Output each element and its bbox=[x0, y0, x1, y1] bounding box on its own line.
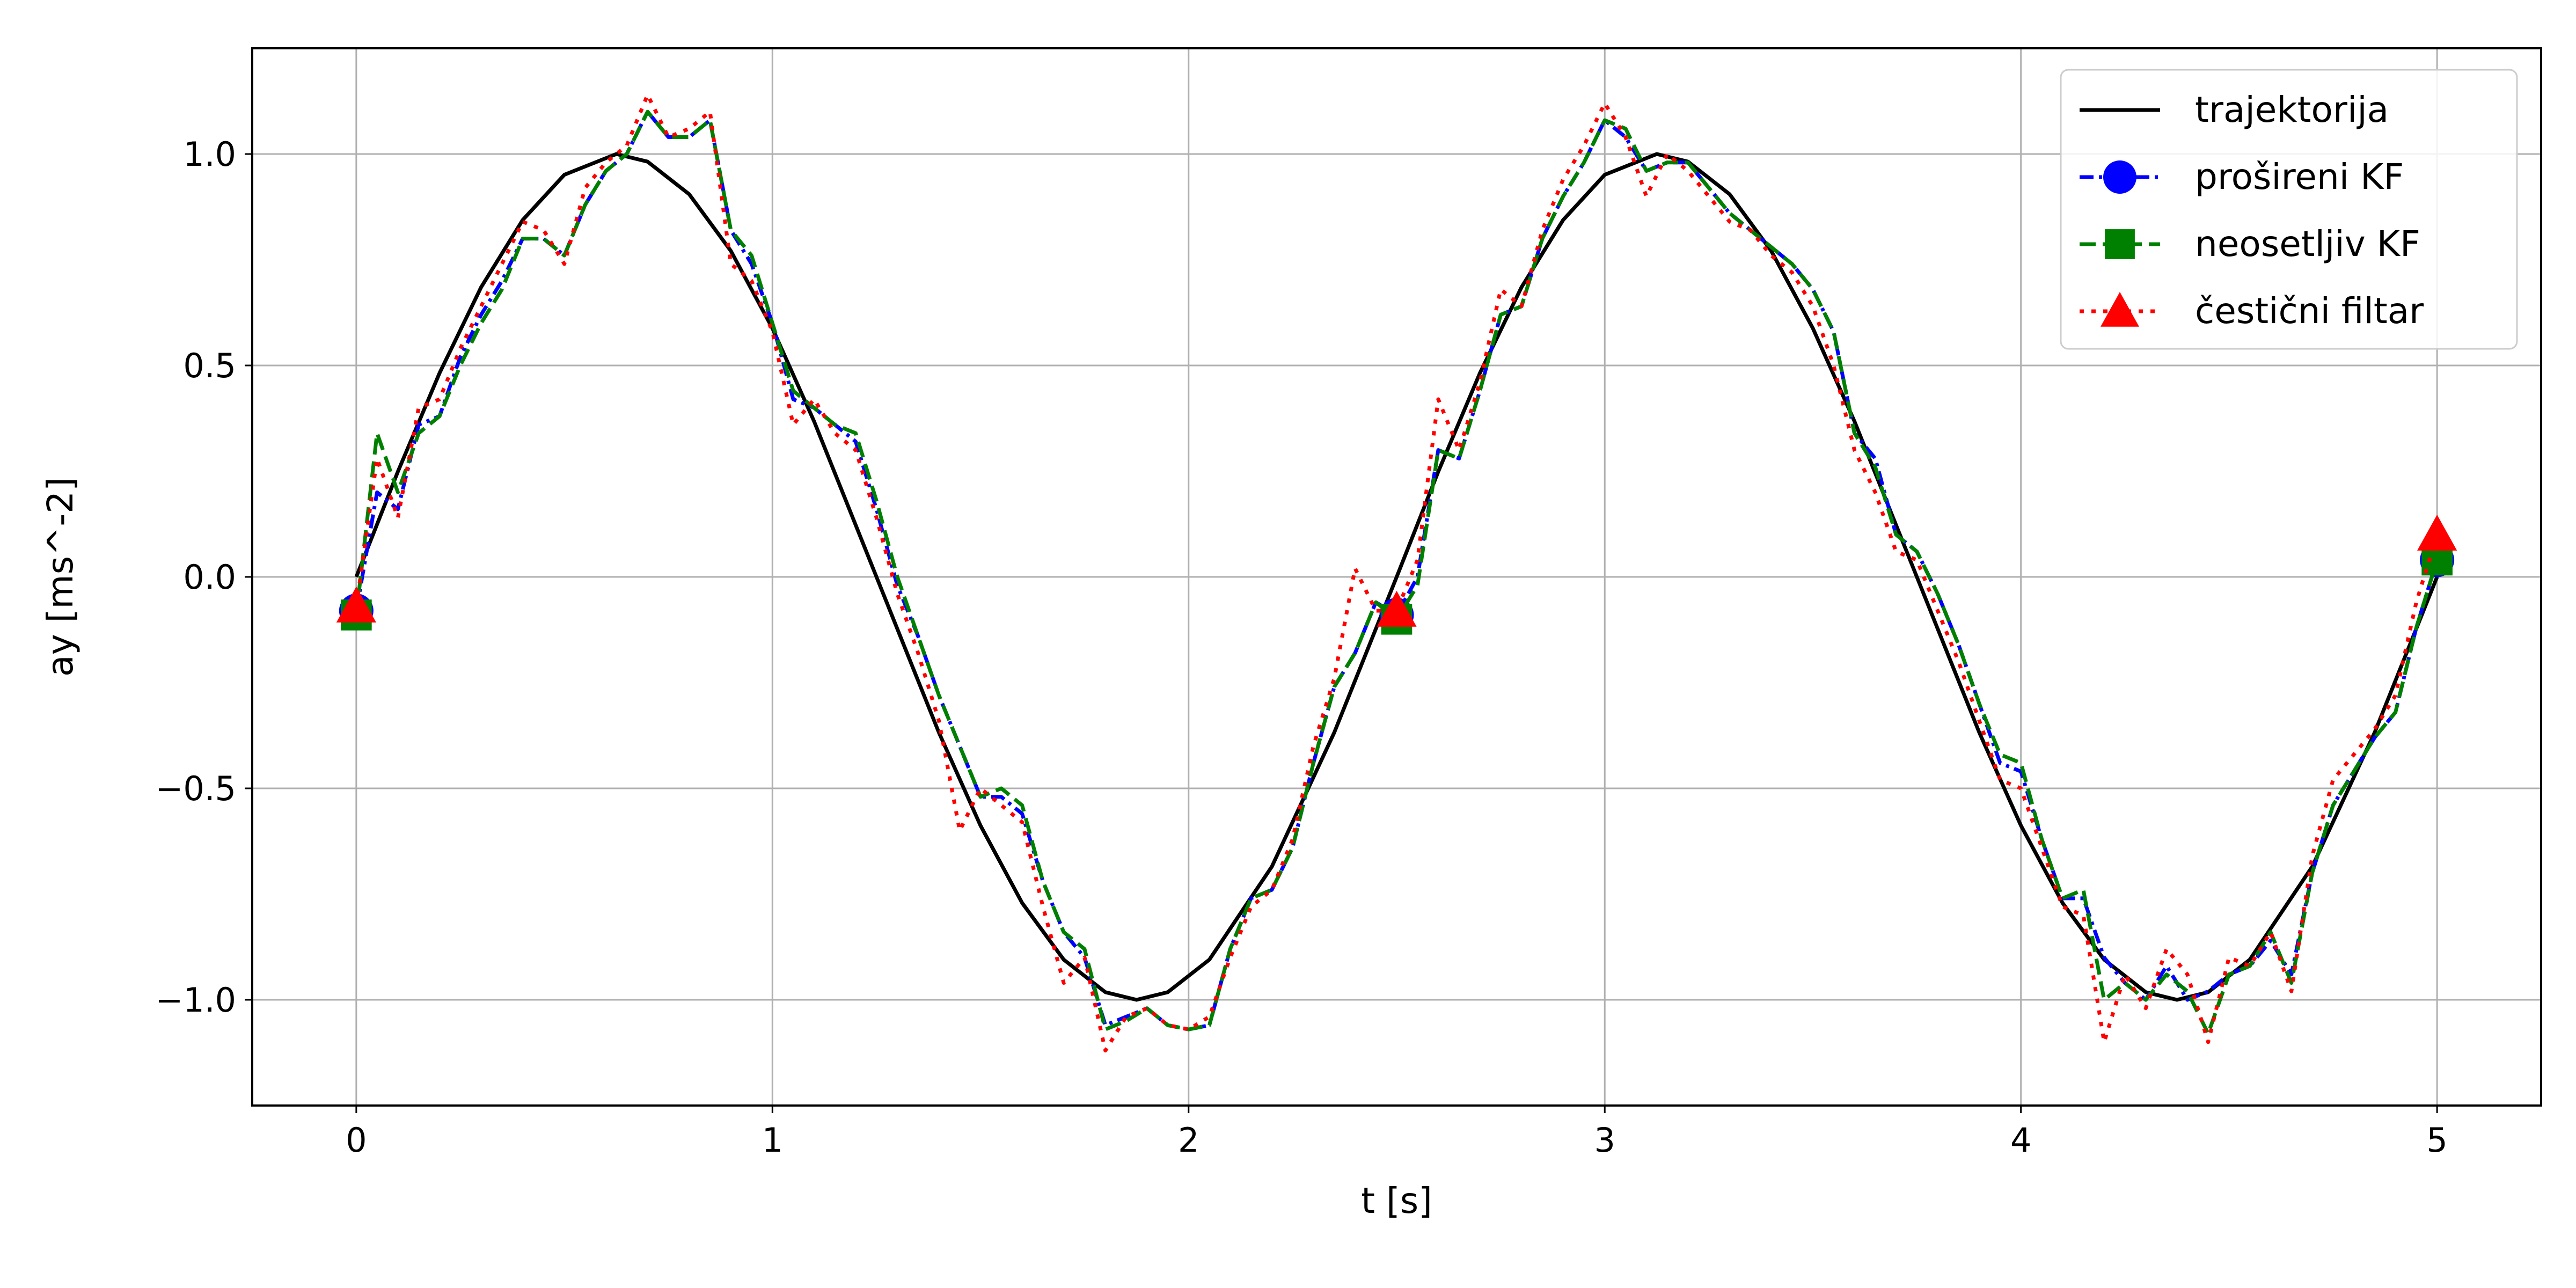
y-axis-label: ay [ms^-2] bbox=[40, 477, 81, 677]
legend-label: čestični filtar bbox=[2195, 290, 2424, 332]
legend-marker bbox=[2105, 229, 2135, 259]
series-layer bbox=[336, 93, 2457, 1053]
legend-label: prošireni KF bbox=[2195, 156, 2404, 197]
x-axis-label: t [s] bbox=[1361, 1180, 1432, 1221]
x-tick-label: 1 bbox=[762, 1121, 783, 1160]
x-tick-label: 0 bbox=[346, 1121, 367, 1160]
series-line bbox=[354, 93, 2439, 1053]
x-tick-label: 3 bbox=[1594, 1121, 1615, 1160]
legend-box bbox=[2060, 69, 2518, 350]
y-tick-label: −0.5 bbox=[155, 769, 236, 808]
legend-label: trajektorija bbox=[2195, 89, 2389, 130]
y-tick-label: 1.0 bbox=[183, 135, 236, 174]
x-tick-label: 5 bbox=[2426, 1121, 2447, 1160]
x-tick-label: 4 bbox=[2010, 1121, 2031, 1160]
series-marker bbox=[336, 587, 376, 623]
series-marker bbox=[2417, 515, 2457, 551]
series-0 bbox=[354, 152, 2439, 1002]
y-tick-label: 0.5 bbox=[183, 346, 236, 385]
y-tick-label: −1.0 bbox=[155, 980, 236, 1020]
y-tick-label: 0.0 bbox=[183, 558, 236, 597]
legend-marker bbox=[2101, 292, 2139, 327]
legend: trajektorija prošireni KF neosetljiv KF čes… bbox=[2060, 69, 2518, 350]
x-tick-label: 2 bbox=[1178, 1121, 1199, 1160]
series-3 bbox=[336, 93, 2457, 1053]
legend-label: neosetljiv KF bbox=[2195, 223, 2420, 265]
series-line bbox=[354, 152, 2439, 1002]
series-marker bbox=[1377, 590, 1417, 627]
axis-ticks: 0 1 2 3 4 5 −1.0 −0.5 0.0 0.5 1.0 bbox=[155, 135, 2447, 1160]
legend-marker bbox=[2103, 160, 2136, 194]
